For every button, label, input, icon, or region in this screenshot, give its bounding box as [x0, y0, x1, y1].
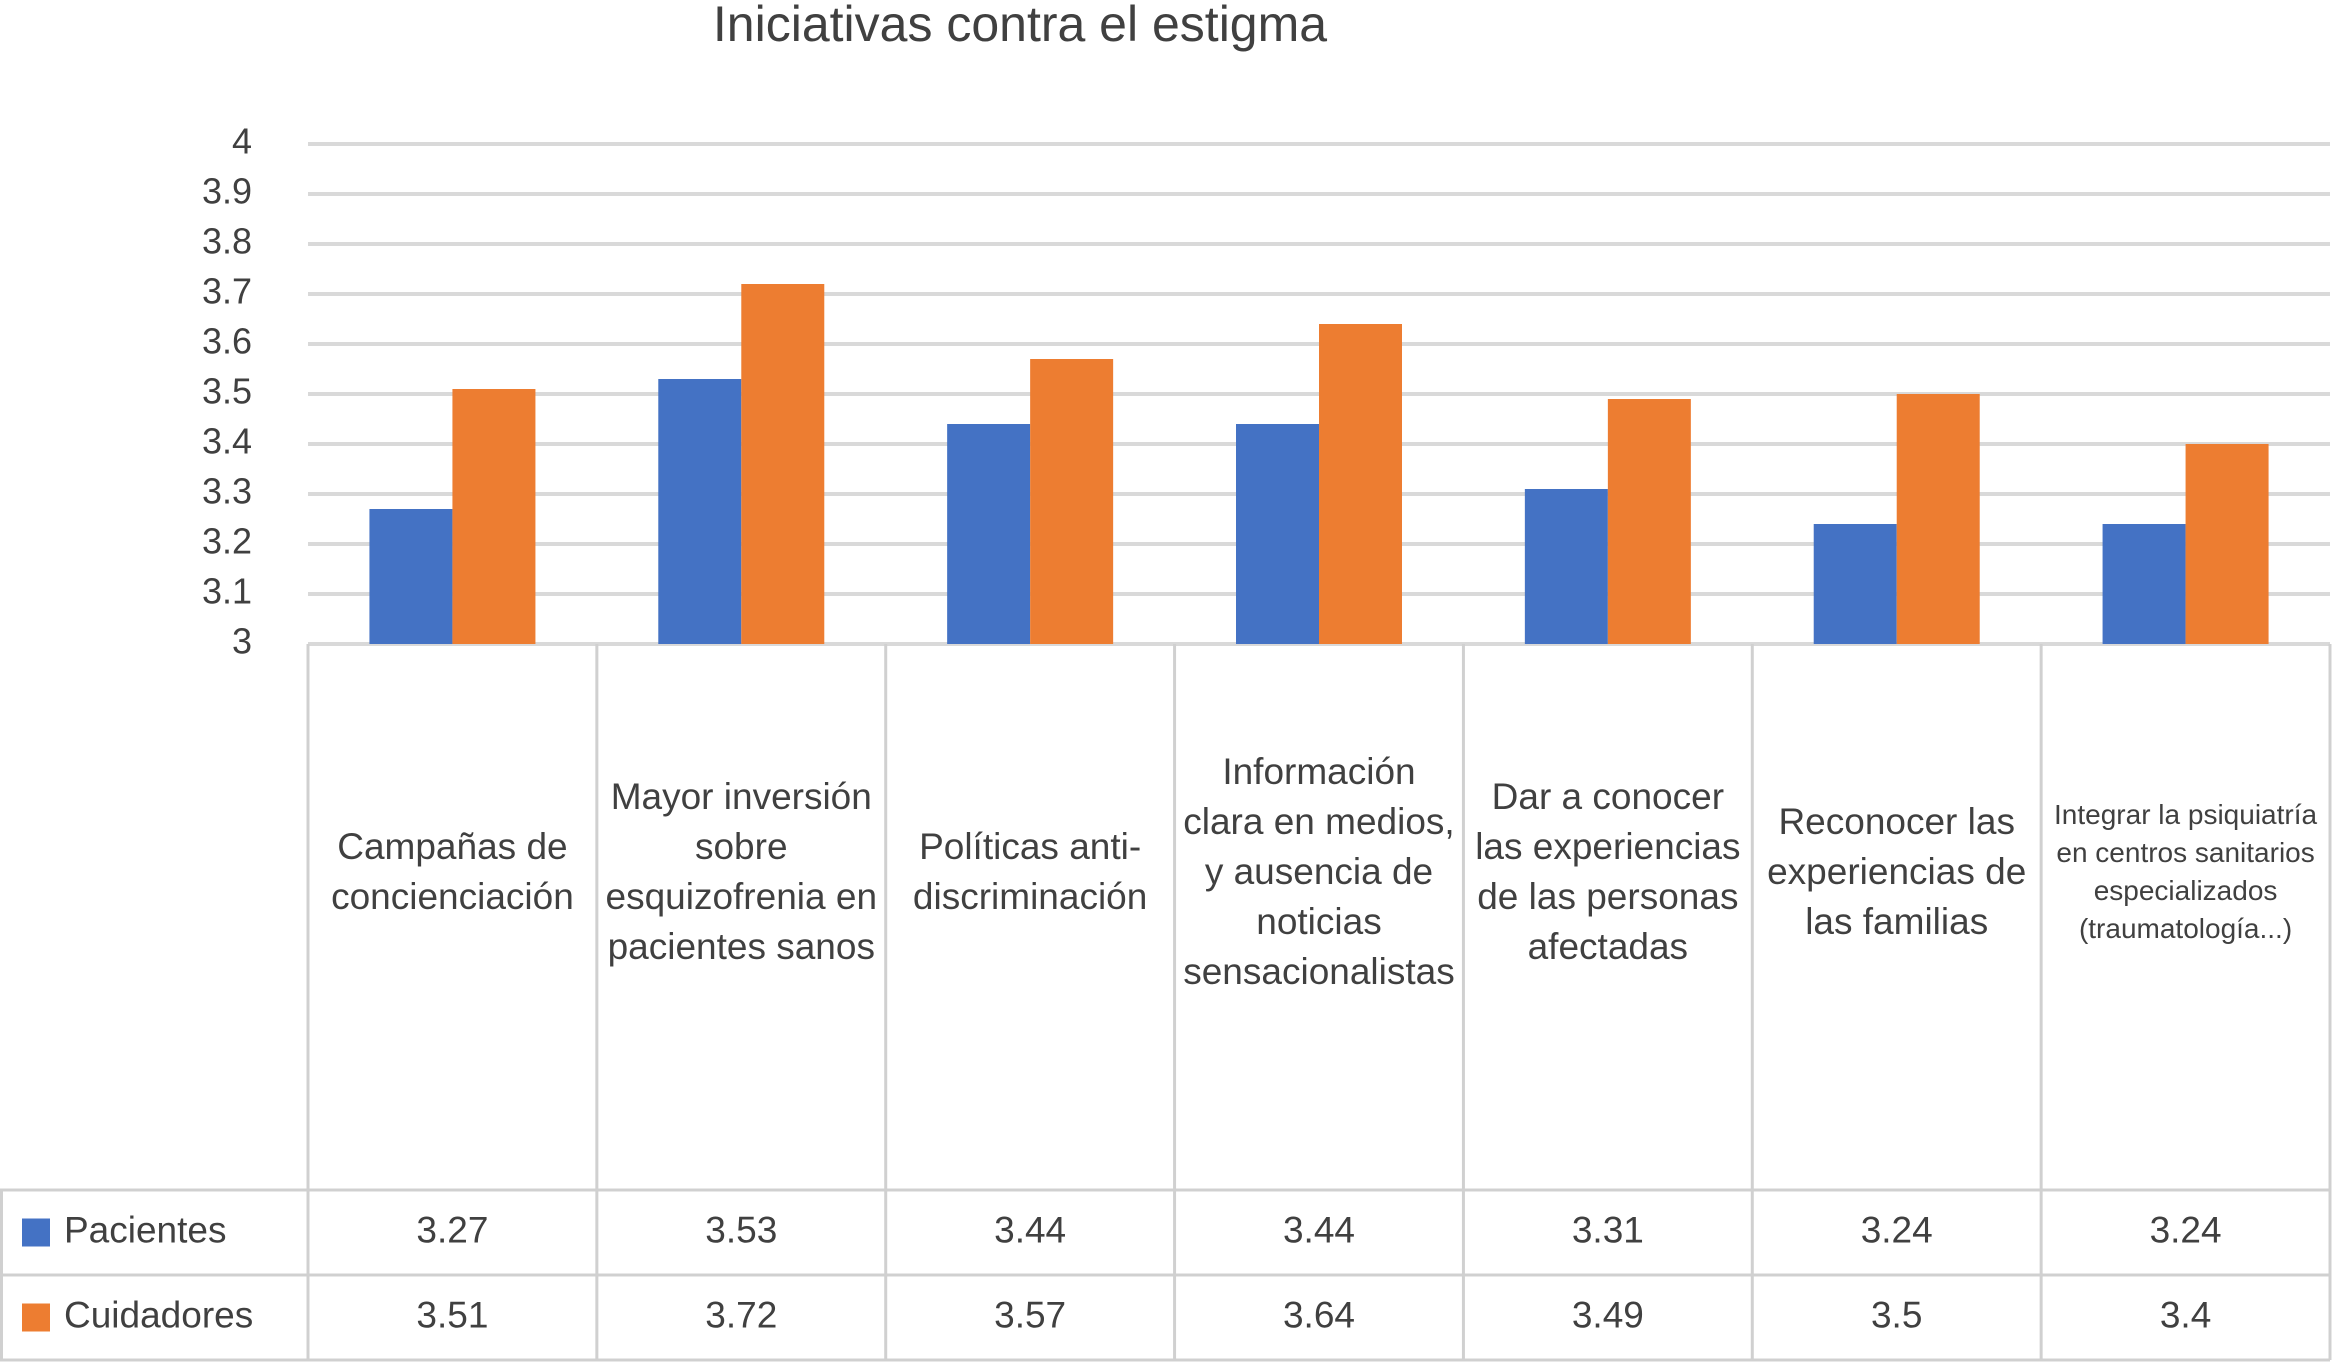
- bar: [2185, 444, 2269, 644]
- table-value: 3.44: [994, 1209, 1066, 1250]
- x-tick-label: Información clara en medios, y ausencia …: [1183, 751, 1455, 992]
- table-value: 3.24: [2150, 1209, 2222, 1250]
- table-value: 3.44: [1283, 1209, 1355, 1250]
- y-tick-label: 3.4: [202, 421, 252, 462]
- table-value: 3.4: [2160, 1294, 2211, 1335]
- table-value: 3.72: [705, 1294, 777, 1335]
- y-tick-label: 3: [232, 621, 252, 662]
- bar: [1524, 489, 1608, 644]
- x-tick-label: Campañas de concienciación: [331, 826, 574, 917]
- bar: [1813, 524, 1897, 644]
- bar: [1236, 424, 1319, 644]
- y-tick-label: 3.1: [202, 571, 252, 612]
- y-tick-label: 3.5: [202, 371, 252, 412]
- table-value: 3.57: [994, 1294, 1066, 1335]
- bar: [741, 284, 825, 644]
- x-tick-label: Integrar la psiquiatría en centros sanit…: [2054, 799, 2318, 944]
- x-tick-label: Políticas anti-discriminación: [912, 826, 1148, 917]
- x-tick-label: Mayor inversión sobre esquizofrenia en p…: [605, 776, 878, 967]
- table-value: 3.31: [1572, 1209, 1644, 1250]
- x-tick-label: Dar a conocer las experiencias de las pe…: [1475, 776, 1741, 967]
- table-value: 3.51: [416, 1294, 488, 1335]
- y-tick-label: 4: [232, 121, 252, 162]
- legend-key: [22, 1218, 50, 1247]
- y-tick-label: 3.9: [202, 171, 252, 212]
- bar: [452, 389, 536, 644]
- legend-label: Cuidadores: [64, 1294, 253, 1335]
- table-value: 3.49: [1572, 1294, 1644, 1335]
- y-tick-label: 3.6: [202, 321, 252, 362]
- table-value: 3.24: [1861, 1209, 1933, 1250]
- bar: [369, 509, 453, 644]
- y-tick-label: 3.8: [202, 221, 252, 262]
- bar: [1607, 399, 1691, 644]
- table-value: 3.64: [1283, 1294, 1355, 1335]
- legend-label: Pacientes: [64, 1209, 227, 1250]
- table-value: 3.5: [1871, 1294, 1922, 1335]
- bar: [1030, 359, 1114, 644]
- x-tick-label: Reconocer las experiencias de las famili…: [1767, 801, 2027, 942]
- legend-key: [22, 1303, 50, 1332]
- bar: [2102, 524, 2186, 644]
- y-tick-label: 3.7: [202, 271, 252, 312]
- bar: [947, 424, 1031, 644]
- bar: [1319, 324, 1402, 644]
- bar: [658, 379, 742, 644]
- y-tick-label: 3.3: [202, 471, 252, 512]
- bar: [1896, 394, 1980, 644]
- y-tick-label: 3.2: [202, 521, 252, 562]
- chart-title: Iniciativas contra el estigma: [713, 0, 1327, 52]
- table-value: 3.27: [416, 1209, 488, 1250]
- table-value: 3.53: [705, 1209, 777, 1250]
